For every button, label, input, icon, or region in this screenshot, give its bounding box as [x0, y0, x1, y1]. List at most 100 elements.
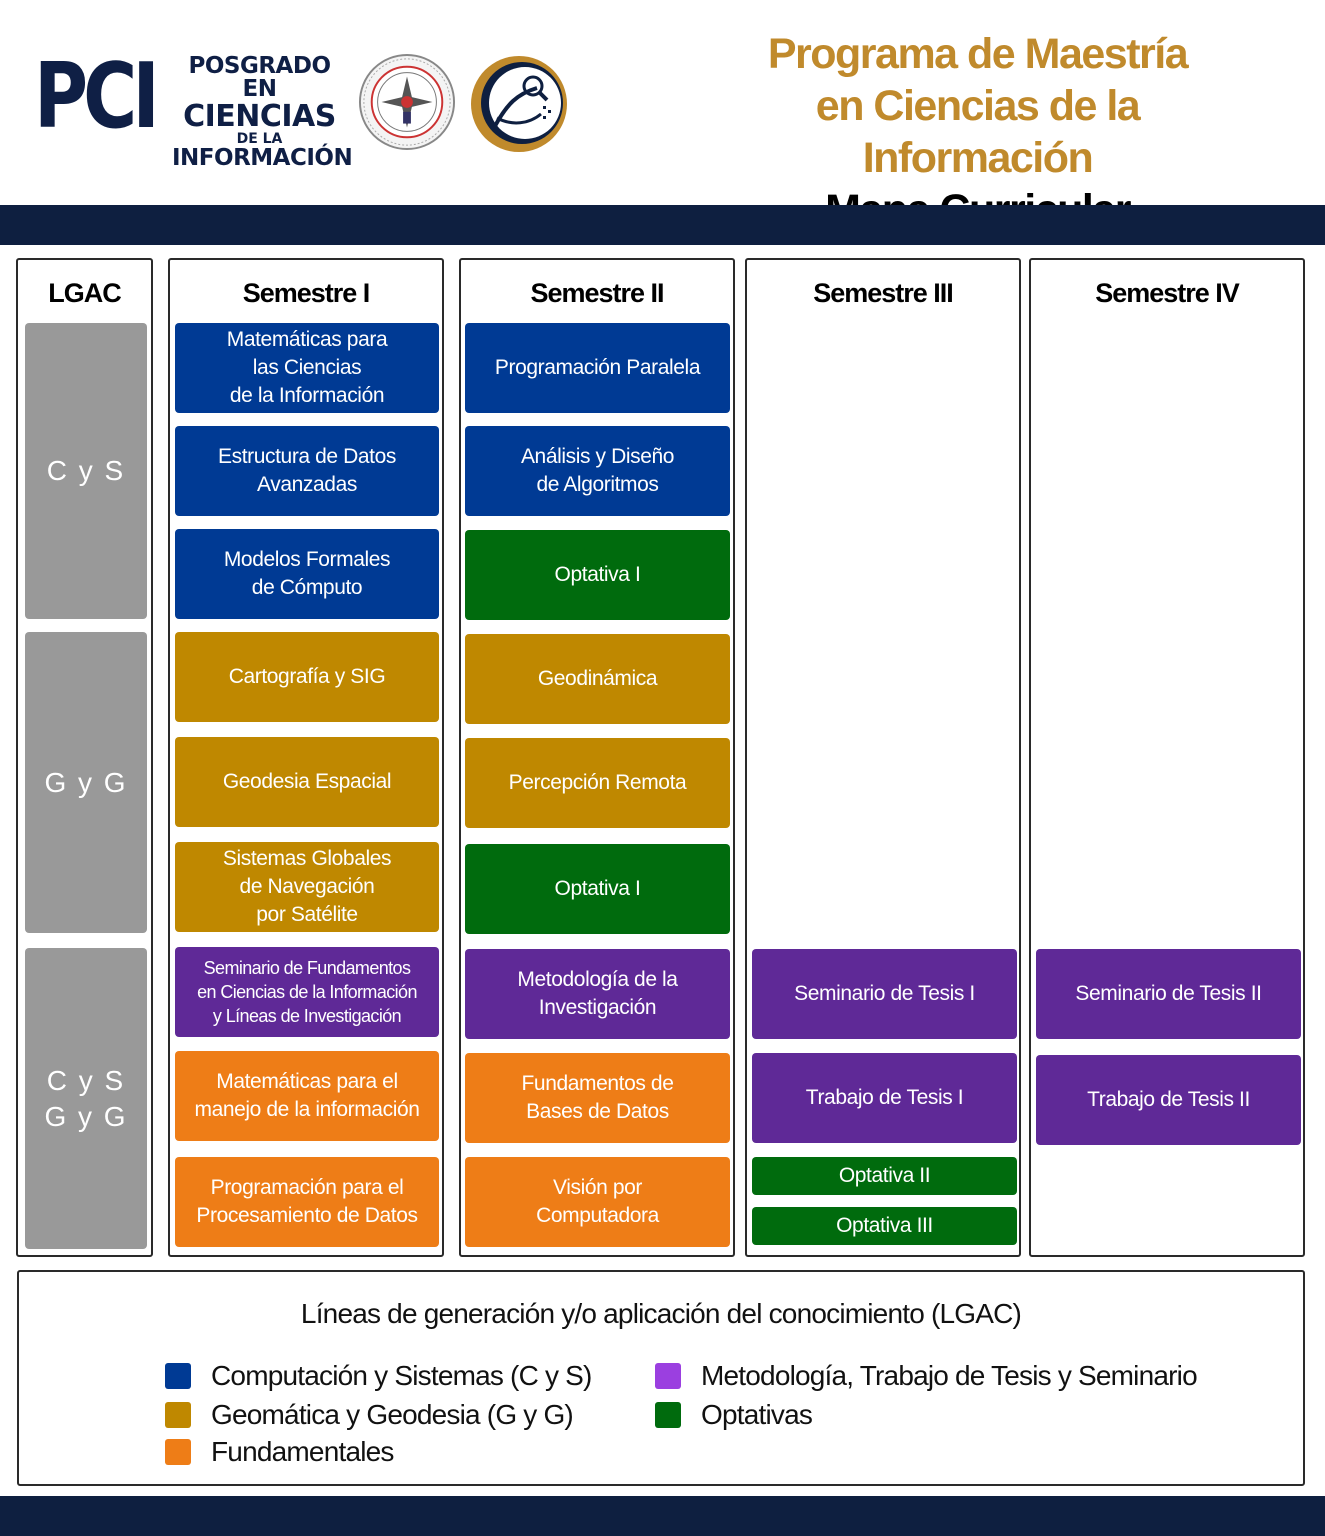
course-programacion-procesamiento-datos: Programación para el Procesamiento de Da… [175, 1157, 439, 1247]
course-line: Seminario de Fundamentos [203, 958, 411, 978]
course-analisis-diseno-algoritmos: Análisis y Diseño de Algoritmos [465, 426, 730, 516]
course-line: de Cómputo [251, 576, 363, 599]
legend-swatch-orange [165, 1439, 191, 1465]
legend-title: Líneas de generación y/o aplicación del … [300, 1298, 1022, 1329]
legend-item-metodologia: Metodología, Trabajo de Tesis y Seminari… [655, 1360, 1198, 1392]
course-line: Procesamiento de Datos [196, 1204, 418, 1227]
course-line: Avanzadas [257, 473, 357, 496]
course-trabajo-tesis-2: Trabajo de Tesis II [1036, 1055, 1301, 1145]
course-matematicas-manejo-informacion: Matemáticas para el manejo de la informa… [175, 1051, 439, 1141]
semester-3-header: Semestre III [813, 278, 954, 308]
course-line: Matemáticas para el [216, 1070, 398, 1093]
course-line: Computadora [536, 1204, 659, 1227]
course-line: de Navegación [239, 875, 375, 898]
course-line: Matemáticas para [226, 328, 388, 351]
logo-line-1: POSGRADO EN [188, 53, 331, 102]
legend-item-cys: Computación y Sistemas (C y S) [165, 1360, 592, 1392]
lgac-block-line: G y G [44, 1100, 128, 1132]
course-line: Percepción Remota [508, 771, 687, 794]
course-line: de Algoritmos [536, 473, 659, 496]
legend-swatch-purple [655, 1363, 681, 1389]
course-trabajo-tesis-1: Trabajo de Tesis I [752, 1053, 1017, 1143]
title-line-1: Programa de Maestría [767, 30, 1189, 78]
course-line: de la Información [229, 384, 385, 407]
course-programacion-paralela: Programación Paralela [465, 323, 730, 413]
legend-label: Geomática y Geodesia (G y G) [211, 1399, 574, 1430]
course-vision-computadora: Visión por Computadora [465, 1157, 730, 1247]
course-optativa-3: Optativa III [752, 1207, 1017, 1245]
course-line: Optativa I [554, 877, 641, 900]
lgac-block-line: C y S [46, 1064, 126, 1096]
course-geodinamica: Geodinámica [465, 634, 730, 724]
course-line: Estructura de Datos [218, 445, 396, 468]
course-percepcion-remota: Percepción Remota [465, 738, 730, 828]
course-optativa-2: Optativa II [752, 1157, 1017, 1195]
course-line: Optativa II [838, 1164, 931, 1187]
legend-item-fundamentales: Fundamentales [165, 1436, 394, 1468]
legend-item-gyg: Geomática y Geodesia (G y G) [165, 1399, 574, 1431]
course-line: Geodesia Espacial [222, 770, 392, 793]
course-line: Seminario de Tesis II [1075, 982, 1262, 1005]
course-line: Seminario de Tesis I [794, 982, 975, 1005]
course-line: en Ciencias de la Información [197, 982, 417, 1002]
semester-2-column: Semestre II Programación Paralela Anális… [459, 258, 735, 1257]
course-seminario-tesis-1: Seminario de Tesis I [752, 949, 1017, 1039]
course-line: las Ciencias [252, 356, 362, 379]
course-line: Programación Paralela [494, 356, 701, 379]
course-line: Optativa III [836, 1214, 933, 1237]
legend-label: Optativas [701, 1399, 813, 1430]
course-line: por Satélite [256, 903, 358, 926]
semester-4-header: Semestre IV [1095, 278, 1240, 308]
course-line: Cartografía y SIG [228, 665, 386, 688]
legend-label: Fundamentales [211, 1436, 394, 1467]
semester-3-column: Semestre III Seminario de Tesis I Trabaj… [745, 258, 1021, 1257]
lgac-block-both: C y S G y G [25, 948, 147, 1249]
semester-1-column: Semestre I Matemáticas para las Ciencias… [168, 258, 444, 1257]
course-line: Optativa I [554, 563, 641, 586]
course-optativa-1-cys: Optativa I [465, 530, 730, 620]
pci-logo: PCI [34, 44, 160, 149]
course-estructura-datos-avanzadas: Estructura de Datos Avanzadas [175, 426, 439, 516]
course-line: Investigación [538, 996, 657, 1019]
course-line: Programación para el [210, 1176, 404, 1199]
course-matematicas-ciencias-informacion: Matemáticas para las Ciencias de la Info… [175, 323, 439, 413]
course-modelos-formales-computo: Modelos Formales de Cómputo [175, 529, 439, 619]
course-cartografia-sig: Cartografía y SIG [175, 632, 439, 722]
course-metodologia-investigacion: Metodología de la Investigación [465, 949, 730, 1039]
course-line: Trabajo de Tesis I [805, 1086, 964, 1109]
legend-item-optativas: Optativas [655, 1399, 813, 1431]
logo-line-2: CIENCIAS [183, 99, 336, 134]
legend-swatch-green [655, 1402, 681, 1428]
course-geodesia-espacial: Geodesia Espacial [175, 737, 439, 827]
course-optativa-1-gyg: Optativa I [465, 844, 730, 934]
legend-label: Computación y Sistemas (C y S) [211, 1360, 592, 1391]
course-line: Análisis y Diseño [520, 445, 675, 468]
semester-1-header: Semestre I [242, 278, 371, 308]
institution-seal-icon [358, 53, 456, 151]
course-line: Modelos Formales [223, 548, 391, 571]
course-line: Sistemas Globales [222, 847, 392, 870]
course-fundamentos-bases-datos: Fundamentos de Bases de Datos [465, 1053, 730, 1143]
lgac-block-gyg: G y G [25, 632, 147, 933]
course-sistemas-globales-navegacion: Sistemas Globales de Navegación por Saté… [175, 842, 439, 932]
legend-label: Metodología, Trabajo de Tesis y Seminari… [701, 1360, 1198, 1391]
legend-swatch-gold [165, 1402, 191, 1428]
lgac-header: LGAC [48, 278, 122, 308]
program-emblem-icon [471, 56, 567, 152]
course-line: Fundamentos de [521, 1072, 674, 1095]
legend: Líneas de generación y/o aplicación del … [17, 1270, 1305, 1486]
title-line-2: en Ciencias de la Información [815, 82, 1141, 182]
course-line: Metodología de la [517, 968, 678, 991]
top-band [0, 205, 1325, 245]
logo-line-3: DE LA [236, 131, 283, 147]
semester-2-header: Semestre II [530, 278, 664, 308]
course-line: y Líneas de Investigación [212, 1006, 402, 1026]
course-seminario-fundamentos: Seminario de Fundamentos en Ciencias de … [175, 947, 439, 1037]
course-line: Visión por [552, 1176, 642, 1199]
legend-swatch-blue [165, 1363, 191, 1389]
course-line: Bases de Datos [526, 1100, 669, 1123]
pci-logo-text: POSGRADO EN CIENCIAS DE LA INFORMACIÓN [172, 53, 353, 170]
course-line: Trabajo de Tesis II [1087, 1088, 1250, 1111]
semester-4-column: Semestre IV Seminario de Tesis II Trabaj… [1029, 258, 1305, 1257]
lgac-column: LGAC C y S G y G C y S G y G [16, 258, 153, 1257]
